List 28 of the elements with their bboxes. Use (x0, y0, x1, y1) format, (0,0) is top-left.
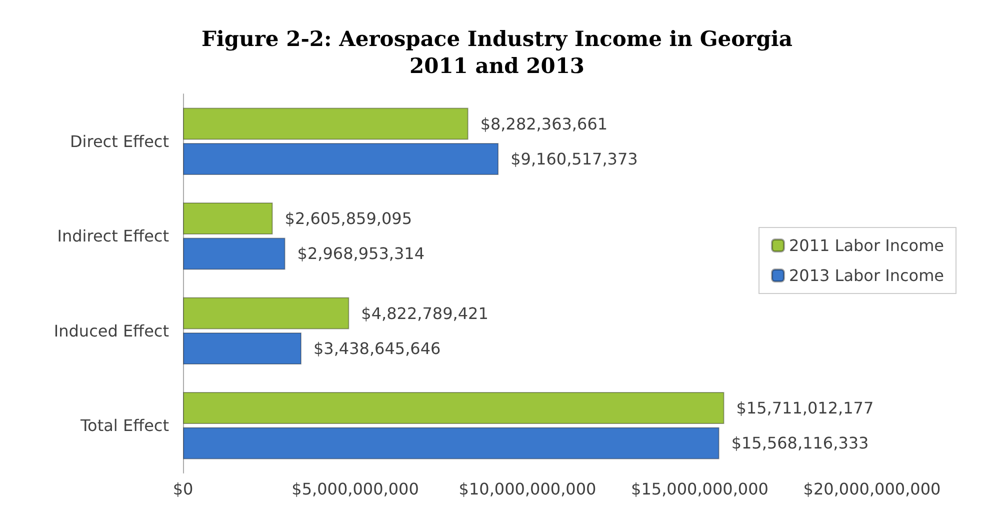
data-label: $15,568,116,333 (731, 434, 869, 453)
bar (183, 297, 350, 330)
data-label: $9,160,517,373 (510, 149, 638, 168)
bar (183, 238, 286, 270)
chart-title: Figure 2-2: Aerospace Industry Income in Georgia 2011 and 2013 (202, 26, 793, 78)
bar (183, 392, 724, 424)
bar (183, 108, 468, 140)
legend-label: 2013 Labor Income (788, 266, 944, 285)
data-label: $2,968,953,314 (297, 244, 425, 264)
x-tick-label: $0 (172, 480, 194, 498)
x-tick-label: $5,000,000,000 (292, 480, 419, 498)
data-label: $8,282,363,661 (480, 114, 608, 134)
y-tick-label: Total Effect (80, 416, 169, 436)
y-tick-label: Indirect Effect (57, 226, 169, 246)
x-tick-label: $15,000,000,000 (631, 480, 768, 498)
bar (183, 332, 302, 364)
x-tick-label: $10,000,000,000 (458, 480, 596, 498)
data-label: $2,605,859,095 (284, 209, 412, 228)
y-tick-label: Induced Effect (54, 321, 169, 340)
data-label: $15,711,012,177 (736, 398, 874, 418)
bar (183, 142, 499, 175)
bar (183, 427, 720, 460)
bar (183, 202, 273, 235)
y-tick-label: Direct Effect (70, 132, 169, 151)
data-label: $4,822,789,421 (361, 304, 488, 323)
x-tick-label: $20,000,000,000 (803, 480, 941, 498)
data-label: $3,438,645,646 (313, 338, 441, 358)
legend-label: 2011 Labor Income (788, 236, 944, 255)
